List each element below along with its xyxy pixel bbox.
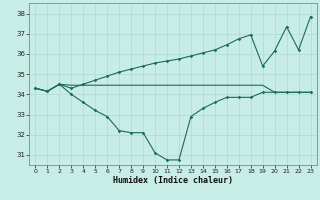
X-axis label: Humidex (Indice chaleur): Humidex (Indice chaleur) bbox=[113, 176, 233, 185]
